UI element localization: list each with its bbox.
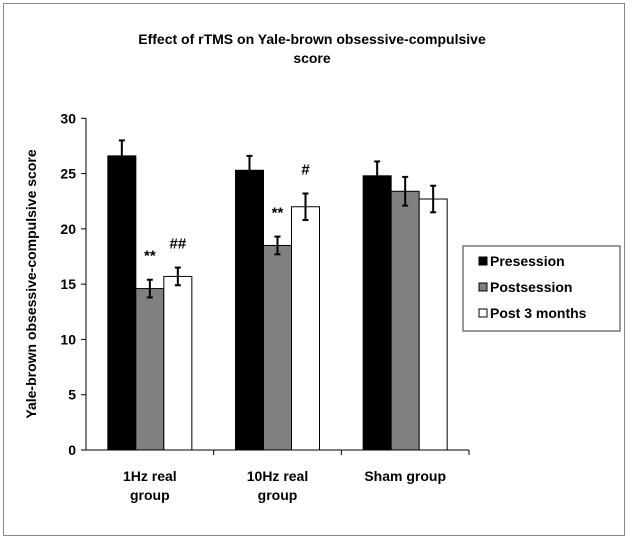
y-axis-label: Yale-brown obsessive-compulsive score	[23, 149, 39, 418]
bar-presession	[107, 155, 137, 451]
significance-marker: **	[144, 248, 156, 265]
legend-label: Presession	[490, 253, 565, 269]
chart-title-line-2: score	[293, 50, 331, 66]
bar-postsession	[135, 288, 165, 451]
legend-box	[462, 245, 621, 332]
bar-post-3-months	[291, 206, 320, 451]
x-tick-label: group	[258, 487, 298, 503]
legend-swatch	[478, 256, 488, 266]
y-tick-label: 30	[60, 110, 76, 126]
x-tick-label: Sham group	[364, 468, 446, 484]
x-tick-label: 10Hz real	[247, 468, 308, 484]
significance-marker: #	[301, 161, 310, 178]
bar-presession	[235, 169, 264, 451]
x-tick-label: 1Hz real	[123, 468, 177, 484]
y-tick-label: 0	[68, 442, 76, 458]
legend-label: Post 3 months	[490, 305, 587, 321]
bar-postsession	[263, 244, 292, 451]
x-tick-label: group	[130, 487, 170, 503]
significance-marker: **	[272, 205, 284, 222]
chart-title-line-1: Effect of rTMS on Yale-brown obsessive-c…	[138, 31, 486, 47]
legend-label: Postsession	[490, 279, 572, 295]
y-tick-label: 20	[60, 221, 76, 237]
y-tick-label: 25	[60, 166, 76, 182]
legend-swatch	[478, 308, 488, 318]
bar-presession	[362, 175, 392, 451]
legend-swatch	[478, 282, 488, 292]
y-tick-label: 5	[68, 387, 76, 403]
bar-postsession	[390, 190, 420, 451]
chart-frame	[3, 3, 625, 536]
y-tick-label: 15	[60, 276, 76, 292]
bar-post-3-months	[418, 198, 448, 451]
significance-marker: ##	[169, 236, 186, 253]
y-tick-label: 10	[60, 331, 76, 347]
bar-post-3-months	[163, 275, 193, 451]
